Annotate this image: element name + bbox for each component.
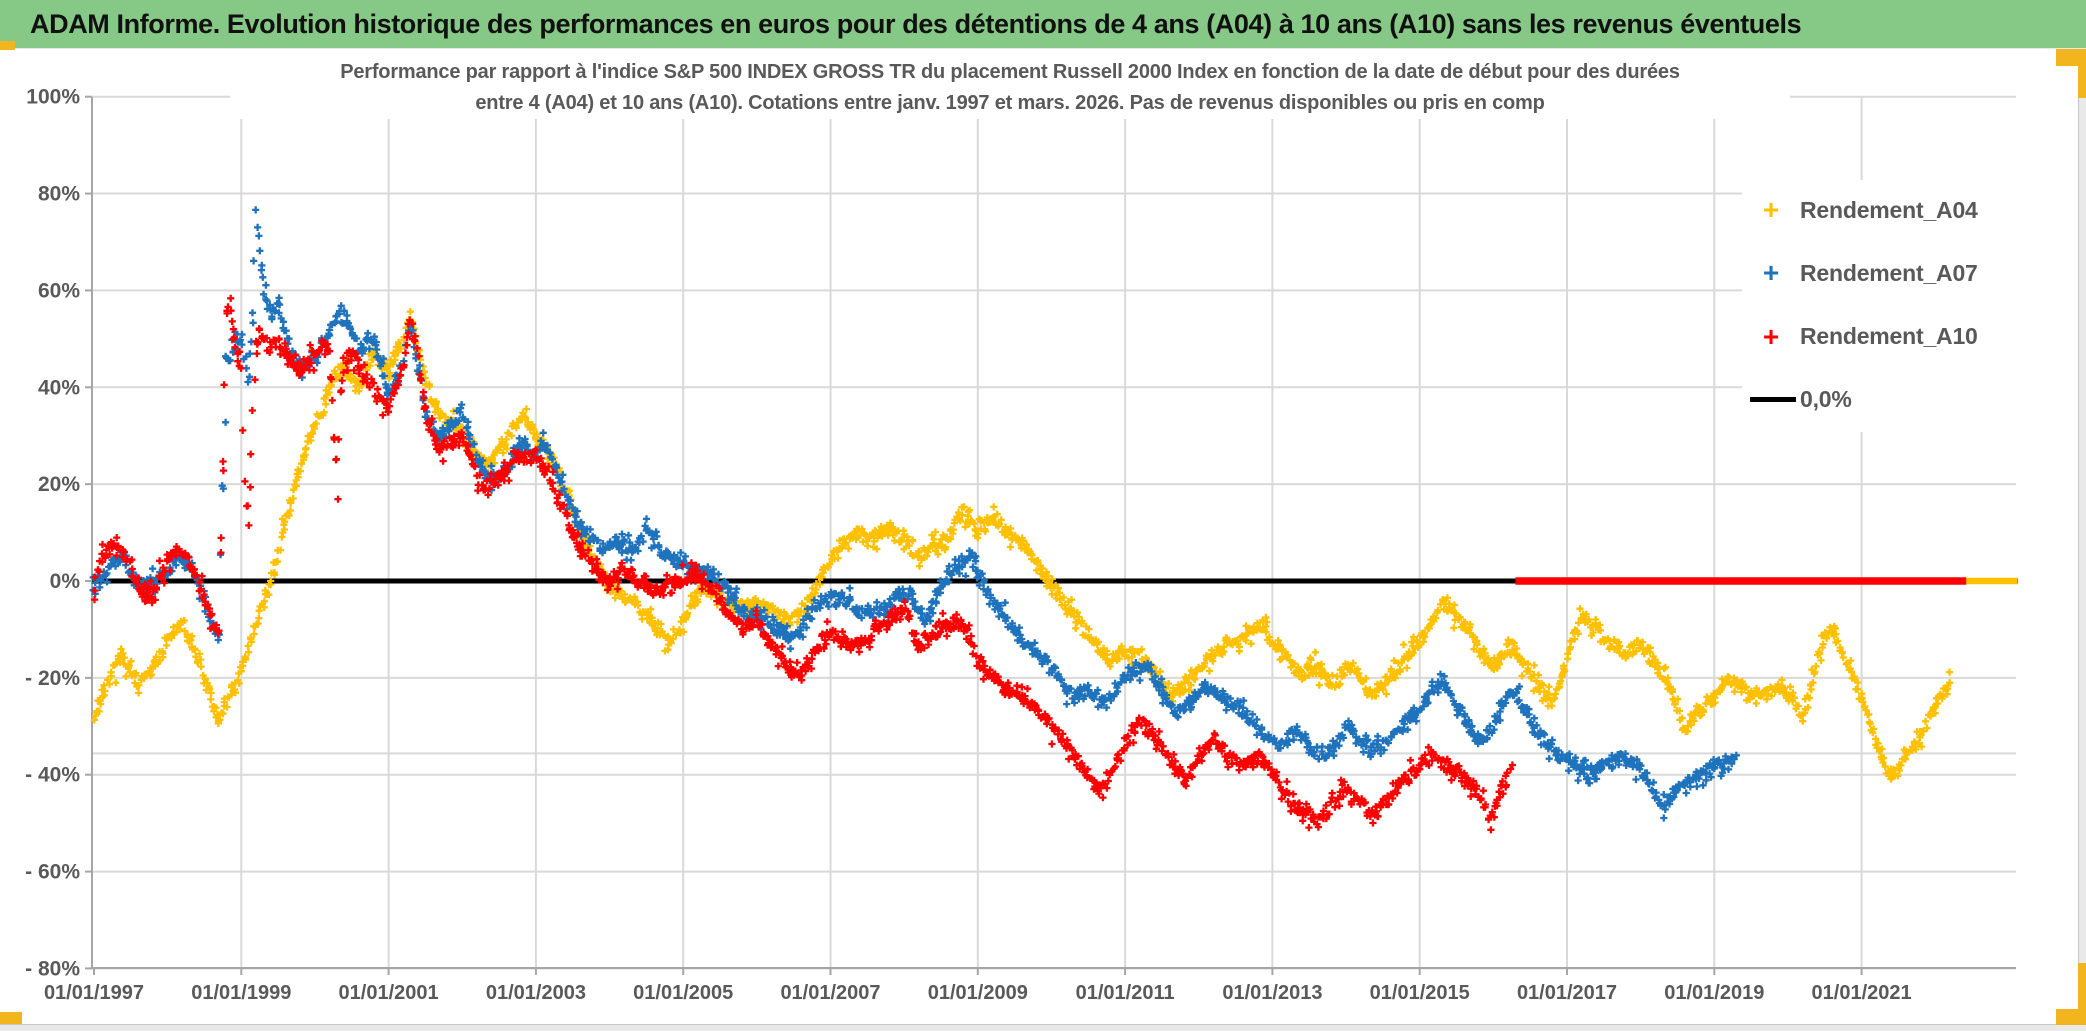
legend-item-rendement-a10: + Rendement_A10 (1742, 315, 2076, 359)
series-rendement-a04 (90, 308, 1954, 783)
x-tick-label: 01/01/2011 (1076, 982, 1175, 1004)
y-tick-label: 100% (26, 86, 80, 109)
legend-label-a07: Rendement_A07 (1800, 259, 1978, 286)
gold-accent-bottom-right-v (2078, 963, 2086, 1025)
plus-marker-a10-icon: + (1762, 320, 1780, 352)
x-tick-label: 01/01/2015 (1370, 982, 1470, 1004)
y-tick-label: 80% (38, 183, 80, 206)
report-title: ADAM Informe. Evolution historique des p… (30, 8, 1802, 39)
y-tick-label: - 20% (25, 667, 80, 690)
x-tick-label: 01/01/2005 (633, 982, 733, 1004)
plus-marker-a07-icon: + (1762, 257, 1780, 289)
chart-legend[interactable]: + Rendement_A04 + Rendement_A07 + Rendem… (1742, 180, 2076, 432)
series-rendement-a10 (90, 294, 1516, 834)
x-tick-label: 01/01/2021 (1812, 982, 1912, 1004)
y-tick-label: 0% (50, 570, 81, 593)
legend-label-zero: 0,0% (1800, 386, 1852, 413)
chart-title: Performance par rapport à l'indice S&P 5… (230, 57, 1790, 119)
chart-card (0, 49, 2079, 1025)
gold-accent-bottom-right-h (2056, 1009, 2086, 1025)
x-tick-label: 01/01/2009 (928, 982, 1028, 1004)
y-tick-label: - 40% (25, 764, 80, 787)
chart-title-line1: Performance par rapport à l'indice S&P 5… (340, 61, 1680, 83)
x-tick-label: 01/01/2007 (780, 982, 880, 1004)
legend-item-rendement-a04: + Rendement_A04 (1742, 188, 2076, 232)
x-tick-label: 01/01/1999 (191, 982, 291, 1004)
x-tick-label: 01/01/2003 (486, 982, 586, 1004)
x-tick-label: 01/01/2019 (1664, 982, 1764, 1004)
gold-accent-top-right-v (2078, 49, 2086, 98)
x-tick-label: 01/01/2013 (1222, 982, 1322, 1004)
x-tick-label: 01/01/2017 (1517, 982, 1617, 1004)
gold-accent-bottom-left (0, 1012, 22, 1024)
legend-label-a04: Rendement_A04 (1800, 196, 1978, 223)
legend-item-zero-line: 0,0% (1742, 378, 2076, 422)
y-tick-label: 20% (38, 473, 80, 496)
report-header: ADAM Informe. Evolution historique des p… (0, 0, 2086, 48)
x-tick-label: 01/01/2001 (339, 982, 439, 1004)
plus-marker-a04-icon: + (1762, 194, 1780, 225)
chart-title-line2: entre 4 (A04) et 10 ans (A10). Cotations… (475, 92, 1545, 114)
y-tick-label: - 60% (25, 861, 80, 884)
gold-accent-top-left (0, 41, 15, 50)
legend-item-rendement-a07: + Rendement_A07 (1742, 251, 2076, 295)
y-tick-label: 60% (38, 279, 80, 302)
x-tick-label: 01/01/1997 (44, 982, 144, 1004)
y-tick-label: 40% (38, 376, 80, 399)
zero-line-swatch-icon (1750, 397, 1796, 403)
y-tick-label: - 80% (25, 957, 80, 980)
legend-label-a10: Rendement_A10 (1800, 323, 1978, 350)
series-rendement-a07 (89, 206, 1740, 822)
